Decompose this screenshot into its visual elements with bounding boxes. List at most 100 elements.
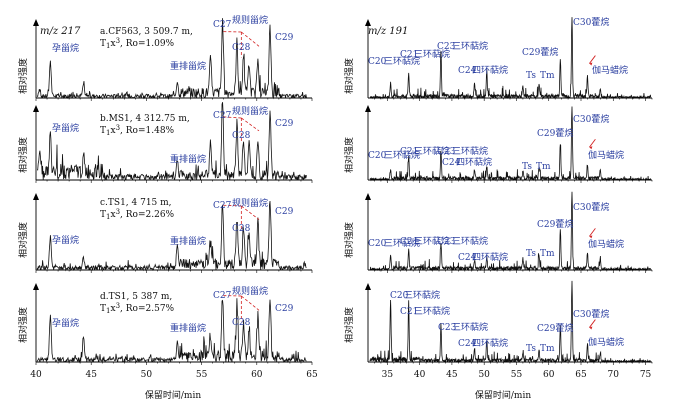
right-xtick-label: 65 (575, 370, 587, 380)
pregnane-label-d: 孕甾烷 (52, 317, 79, 329)
left-peak-labels: 孕甾烷 重排甾烷 规则甾烷 C27 C28 C29 孕甾烷 重排甾烷 规则甾烷 … (52, 14, 294, 334)
right-yaxis-arrow-c (365, 193, 371, 200)
sample-info-a: a.CF563, 3 509.7 m, T1x3, Ro=1.09% (100, 27, 193, 50)
left-yaxis-arrow-d (33, 283, 39, 290)
gammacerane-arrowhead (589, 62, 593, 66)
right-trace-a (369, 17, 652, 100)
right-yaxis-arrow-b (365, 105, 371, 112)
pregnane-label-c: 孕甾烷 (52, 234, 79, 246)
c21-label-c: C21 (400, 237, 418, 247)
sterane-connector (241, 117, 260, 132)
right-trace-c (369, 191, 651, 272)
c21-label-b: C21 (400, 147, 418, 157)
tricyclic-b1: 三环萜烷 (384, 149, 420, 161)
ts-label-d: Ts (526, 344, 536, 354)
sample-c-line1: c.TS1, 4 715 m, (100, 198, 172, 208)
gamma-label-c: 伽马蜡烷 (588, 238, 624, 250)
c20-label-c: C20 (368, 239, 387, 249)
c29h-label-c: C29藿烷 (537, 218, 573, 230)
regular-label-d: 规则甾烷 (232, 285, 268, 297)
tm-label-b: Tm (536, 162, 551, 172)
pregnane-label-a: 孕甾烷 (52, 42, 79, 54)
pregnane-label-b: 孕甾烷 (52, 122, 79, 134)
svg-text:T1x3, Ro=1.48%: T1x3, Ro=1.48% (100, 124, 175, 137)
left-xtick-label: 55 (196, 370, 208, 380)
sample-c-tx: T (100, 210, 106, 220)
sample-d-line1: d.TS1, 5 387 m, (100, 292, 172, 302)
right-xtick-label: 40 (414, 370, 426, 380)
right-xtick-label: 55 (511, 370, 523, 380)
c28-label-b: C28 (232, 131, 251, 141)
tricyclic-a3: 三环萜烷 (452, 40, 488, 52)
right-xtick-label: 35 (382, 370, 394, 380)
sterane-connector (222, 204, 242, 207)
svg-text:T1x3, Ro=1.09%: T1x3, Ro=1.09% (100, 37, 175, 50)
c28-label-d: C28 (232, 318, 251, 328)
sterane-connector (222, 116, 242, 119)
c23-label-c: C23 (437, 237, 456, 247)
sample-b-line1: b.MS1, 4 312.75 m, (100, 114, 190, 124)
tricyclic-d3: 三环萜烷 (452, 321, 488, 333)
gamma-label-a: 伽马蜡烷 (592, 64, 628, 76)
left-yaxis-arrow-c (33, 193, 39, 200)
tricyclic-a2: 三环萜烷 (414, 48, 450, 60)
c30h-label-c: C30藿烷 (573, 201, 609, 213)
sample-d-ro: Ro=2.57% (126, 304, 175, 314)
left-ylabels: 相对强度 相对强度 相对强度 相对强度 (17, 58, 29, 343)
c29-label-a: C29 (275, 33, 294, 43)
regular-label-b: 规则甾烷 (232, 105, 268, 117)
gammacerane-arrow (589, 319, 596, 328)
c29h-label-b: C29藿烷 (537, 127, 573, 139)
c30h-label-b: C30藿烷 (573, 113, 609, 125)
c23-label-a: C23 (437, 42, 456, 52)
right-trace-d (369, 280, 652, 364)
tricyclic-d1: 三环萜烷 (404, 289, 440, 301)
sample-b-tx: T (100, 126, 106, 136)
tetracyclic-c: 四环萜烷 (472, 251, 508, 263)
sample-a-tx: T (100, 39, 106, 49)
axes-layer (33, 19, 653, 365)
sterane-connector (241, 205, 260, 220)
tetracyclic-b: 四环萜烷 (456, 156, 492, 168)
tricyclic-b3: 三环萜烷 (452, 145, 488, 157)
right-xtick-label: 70 (608, 370, 620, 380)
left-yaxis-arrow-b (33, 105, 39, 112)
sample-c-ro: Ro=2.26% (126, 210, 175, 220)
gammacerane-arrow (589, 228, 596, 237)
svg-text:T1x3, Ro=2.26%: T1x3, Ro=2.26% (100, 208, 175, 221)
c20-label-a: C20 (368, 57, 387, 67)
left-yaxis-arrow-a (33, 19, 39, 26)
sample-info-c: c.TS1, 4 715 m, T1x3, Ro=2.26% (100, 198, 175, 221)
c27-label-b: C27 (213, 111, 232, 121)
right-yaxis-arrow-d (365, 283, 371, 290)
tetracyclic-d: 四环萜烷 (472, 337, 508, 349)
right-ylabel-a: 相对强度 (343, 58, 355, 94)
c23-label-b: C23 (437, 147, 456, 157)
right-xtick-label: 45 (446, 370, 458, 380)
gamma-label-b: 伽马蜡烷 (588, 149, 624, 161)
c27-label-c: C27 (213, 201, 232, 211)
right-yaxis-arrow-a (365, 19, 371, 26)
c27-label-a: C27 (213, 20, 232, 30)
sample-b-ro: Ro=1.48% (126, 126, 175, 136)
gammacerane-arrowhead (589, 326, 593, 330)
gammacerane-arrowhead (589, 235, 593, 239)
tm-label-d: Tm (540, 344, 555, 354)
left-xtick-label: 60 (251, 370, 263, 380)
left-ylabel-b: 相对强度 (17, 137, 29, 173)
left-xtick-label: 50 (141, 370, 153, 380)
sample-info-d: d.TS1, 5 387 m, T1x3, Ro=2.57% (100, 292, 175, 315)
c24-label-c: C24 (458, 253, 477, 263)
c29-label-b: C29 (275, 119, 294, 129)
ts-label-a: Ts (526, 71, 536, 81)
rearranged-label-b: 重排甾烷 (170, 153, 206, 165)
right-ion-label: m/z 191 (368, 26, 408, 37)
left-xtick-label: 65 (306, 370, 318, 380)
sample-a-ro: Ro=1.09% (126, 39, 175, 49)
left-xlabel: 保留时间/min (145, 389, 201, 401)
regular-label-c: 规则甾烷 (232, 197, 268, 209)
c21-label-d: C21 (400, 307, 418, 317)
left-trace-a (36, 18, 307, 100)
tricyclic-c2: 三环萜烷 (414, 235, 450, 247)
left-xtick-label: 45 (85, 370, 97, 380)
